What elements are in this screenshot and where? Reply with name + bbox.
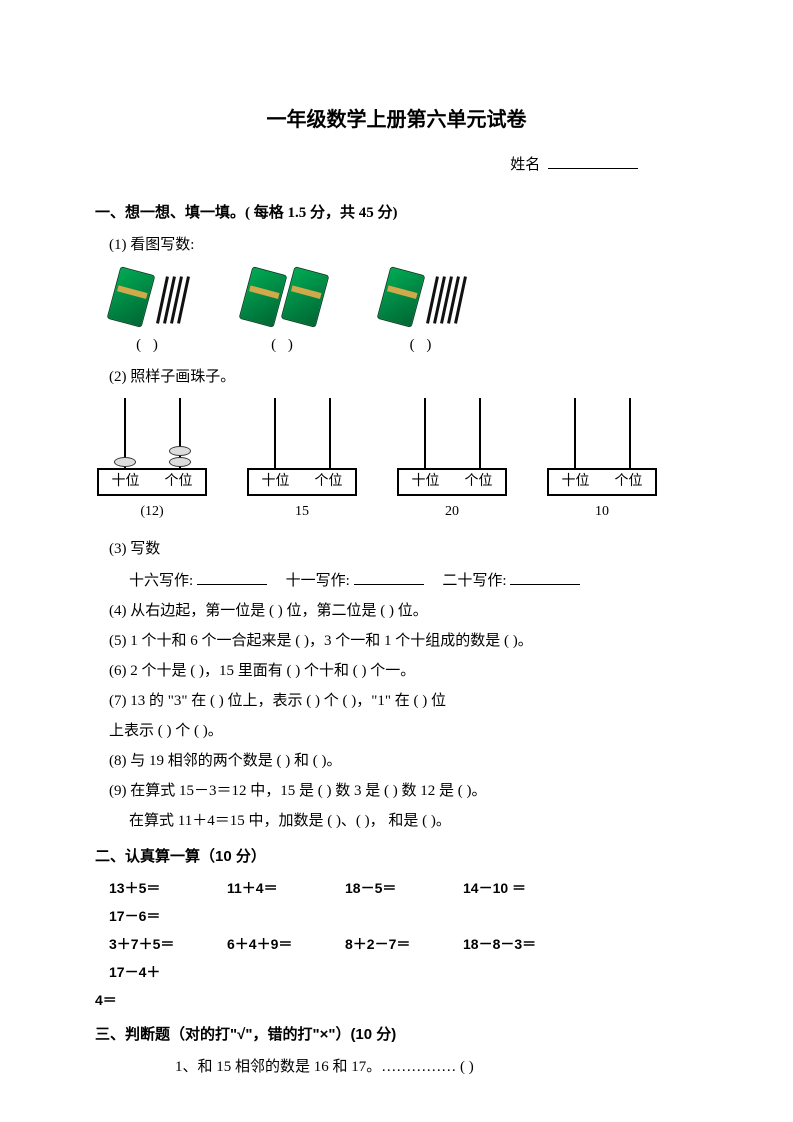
q9b: 在算式 11＋4＝15 中，加数是 ( )、( )， 和是 ( )。 (95, 806, 698, 836)
abacus-pole-tens (424, 398, 426, 468)
calc-item: 13＋5＝ (109, 874, 227, 902)
abacus-number: 15 (295, 498, 309, 526)
bead-icon (114, 457, 136, 467)
q3c-blank[interactable] (510, 584, 580, 585)
calc-item: 17－4＋ (109, 958, 227, 986)
q6: (6) 2 个十是 ( )，15 里面有 ( ) 个十和 ( ) 个一。 (95, 656, 698, 686)
answer-paren[interactable]: ( ) (271, 330, 297, 360)
abacus: 十位个位 (12) (97, 398, 207, 526)
pencil-bundle-icon (107, 266, 156, 327)
pencil-bundle-icon (281, 266, 330, 327)
abacus: 十位个位 20 (397, 398, 507, 526)
abacus-pole-tens (274, 398, 276, 468)
pencil-bundle-icon (239, 266, 288, 327)
section2-head: 二、认真算一算（10 分） (95, 842, 698, 872)
q7a: (7) 13 的 "3" 在 ( ) 位上，表示 ( ) 个 ( )，"1" 在… (95, 686, 698, 716)
pencil-bundle-icon (377, 266, 426, 327)
calc-row2: 3＋7＋5＝6＋4＋9＝8＋2－7＝18－8－3＝ 17－4＋ (95, 930, 698, 986)
label-ones: 个位 (452, 470, 505, 494)
calc-row1: 13＋5＝11＋4＝18－5＝14－10 ＝ 17－6＝ (95, 874, 698, 930)
calc-item: 3＋7＋5＝ (109, 930, 227, 958)
abacus-pole-ones (629, 398, 631, 468)
calc-item: 8＋2－7＝ (345, 930, 463, 958)
label-ones: 个位 (152, 470, 205, 494)
q3-line: 十六写作: 十一写作: 二十写作: (95, 566, 698, 596)
name-field: 姓名 (95, 150, 698, 180)
q5: (5) 1 个十和 6 个一合起来是 ( )，3 个一和 1 个十组成的数是 (… (95, 626, 698, 656)
abacus: 十位个位 10 (547, 398, 657, 526)
q3b-blank[interactable] (354, 584, 424, 585)
q7b: 上表示 ( ) 个 ( )。 (95, 716, 698, 746)
label-tens: 十位 (99, 470, 152, 494)
calc-item: 18－8－3＝ (463, 930, 581, 958)
calc-item: 6＋4＋9＝ (227, 930, 345, 958)
q2-abacus-row: 十位个位(12)十位个位15十位个位20十位个位10 (95, 398, 698, 526)
q9a: (9) 在算式 15－3＝12 中，15 是 ( ) 数 3 是 ( ) 数 1… (95, 776, 698, 806)
bead-icon (169, 446, 191, 456)
abacus-pole-ones (329, 398, 331, 468)
answer-paren[interactable]: ( ) (410, 330, 436, 360)
q1-label: (1) 看图写数: (95, 230, 698, 260)
page-title: 一年级数学上册第六单元试卷 (95, 100, 698, 140)
q3-label: (3) 写数 (95, 534, 698, 564)
q1-pics: ( ) ( ) ( ) (95, 264, 698, 360)
name-blank[interactable] (548, 168, 638, 169)
pic-cell: ( ) (245, 264, 323, 360)
calc-tail: 4＝ (95, 986, 698, 1014)
abacus-pole-ones (179, 398, 181, 468)
q3a-blank[interactable] (197, 584, 267, 585)
pic-cell: ( ) (383, 264, 462, 360)
abacus-pole-tens (124, 398, 126, 468)
answer-paren[interactable]: ( ) (136, 330, 162, 360)
abacus: 十位个位 15 (247, 398, 357, 526)
q3b: 十一写作: (286, 573, 350, 589)
q8: (8) 与 19 相邻的两个数是 ( ) 和 ( )。 (95, 746, 698, 776)
calc-item: 17－6＝ (109, 902, 227, 930)
abacus-pole-tens (574, 398, 576, 468)
abacus-number: 10 (595, 498, 609, 526)
calc-item: 14－10 ＝ (463, 874, 581, 902)
q2-label: (2) 照样子画珠子。 (95, 362, 698, 392)
calc-tail-text: 4＝ (95, 986, 117, 1014)
calc-item: 18－5＝ (345, 874, 463, 902)
section3-head: 三、判断题（对的打"√"，错的打"×"）(10 分) (95, 1020, 698, 1050)
pic-cell: ( ) (113, 264, 185, 360)
label-tens: 十位 (549, 470, 602, 494)
label-tens: 十位 (399, 470, 452, 494)
label-ones: 个位 (602, 470, 655, 494)
label-tens: 十位 (249, 470, 302, 494)
abacus-number: 20 (445, 498, 459, 526)
abacus-pole-ones (479, 398, 481, 468)
name-label: 姓名 (510, 157, 540, 173)
section1-head: 一、想一想、填一填。( 每格 1.5 分，共 45 分) (95, 198, 698, 228)
judge-q1: 1、和 15 相邻的数是 16 和 17。…………… ( ) (95, 1052, 698, 1082)
q3a: 十六写作: (129, 573, 193, 589)
abacus-number: (12) (140, 498, 163, 526)
label-ones: 个位 (302, 470, 355, 494)
bead-icon (169, 457, 191, 467)
calc-item: 11＋4＝ (227, 874, 345, 902)
q4: (4) 从右边起，第一位是 ( ) 位，第二位是 ( ) 位。 (95, 596, 698, 626)
q3c: 二十写作: (442, 573, 506, 589)
